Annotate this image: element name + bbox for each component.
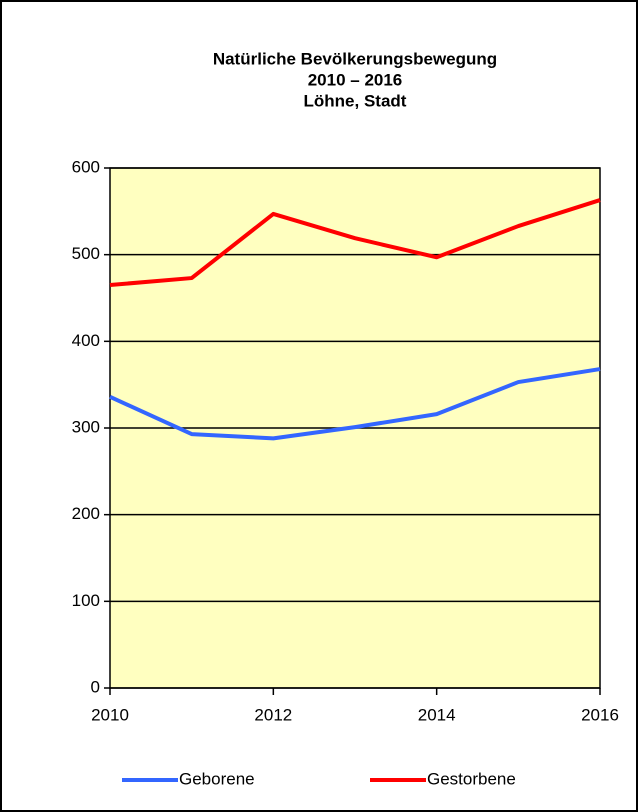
y-tick-label: 300: [72, 417, 100, 436]
y-tick-label: 0: [91, 677, 100, 696]
y-tick-label: 200: [72, 504, 100, 523]
x-tick-label: 2014: [418, 705, 456, 724]
legend-label: Geborene: [179, 769, 255, 788]
chart-title: Natürliche Bevölkerungsbewegung: [213, 49, 497, 68]
data-line: [109, 198, 601, 287]
plot-border: [109, 167, 601, 689]
legend-label: Gestorbene: [427, 769, 516, 788]
x-tick-label: 2012: [254, 705, 292, 724]
y-tick-label: 400: [72, 331, 100, 350]
y-tick-label: 100: [72, 591, 100, 610]
y-tick-label: 600: [72, 157, 100, 176]
chart-title: 2010 – 2016: [308, 70, 403, 89]
chart-title: Löhne, Stadt: [304, 91, 407, 110]
x-tick-label: 2010: [91, 705, 129, 724]
x-tick-label: 2016: [581, 705, 619, 724]
data-line: [109, 367, 601, 441]
y-tick-label: 500: [72, 244, 100, 263]
